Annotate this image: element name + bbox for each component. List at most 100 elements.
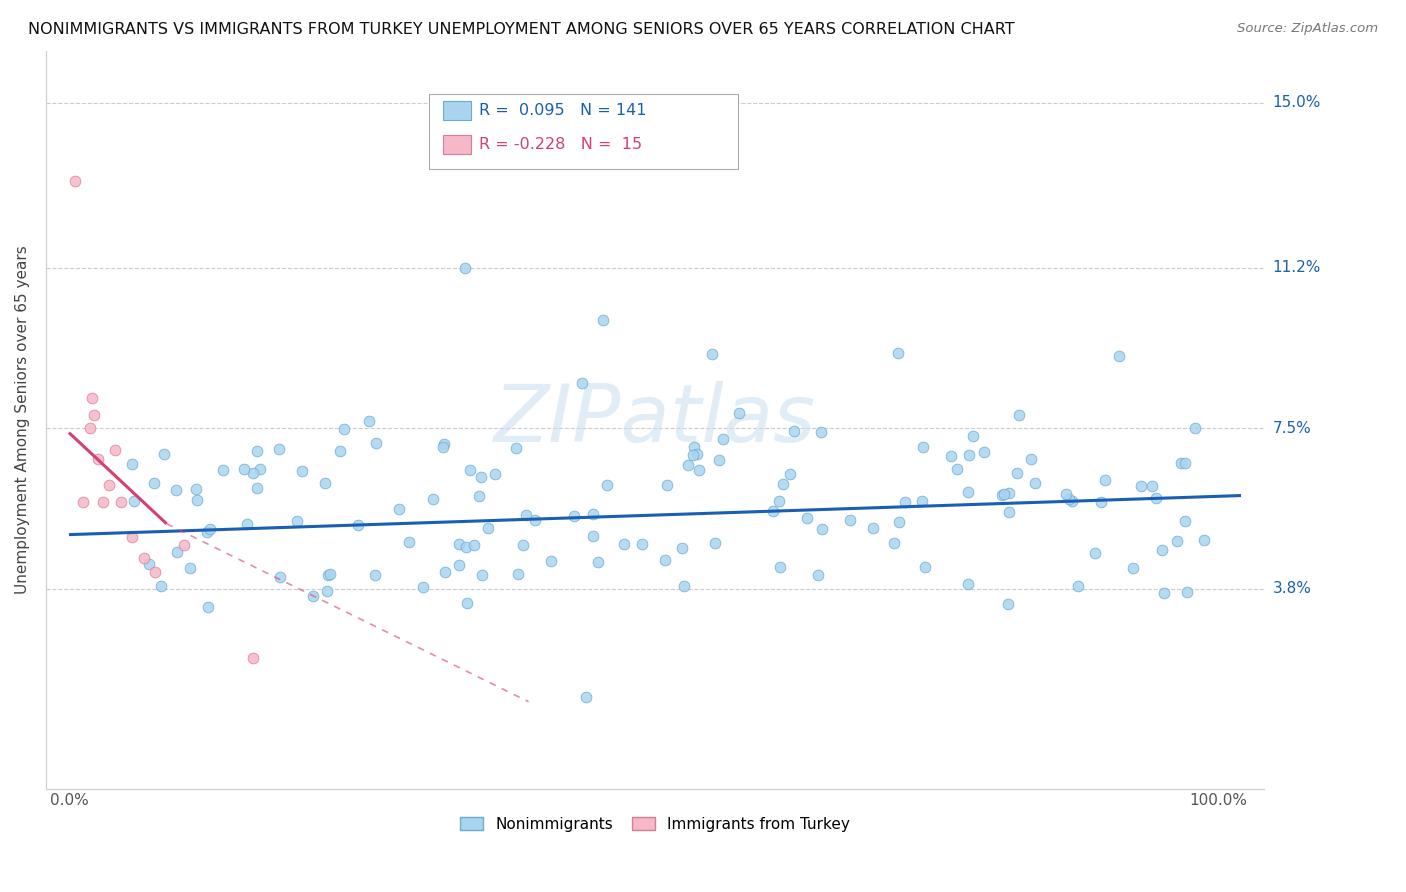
Point bbox=[914, 559, 936, 574]
Point bbox=[173, 539, 195, 553]
Text: 3.8%: 3.8% bbox=[1272, 582, 1312, 597]
Point bbox=[186, 493, 208, 508]
Point bbox=[682, 448, 704, 462]
Point bbox=[1019, 452, 1042, 467]
Point bbox=[454, 540, 477, 554]
Point bbox=[962, 429, 984, 443]
Point bbox=[269, 569, 291, 583]
Point bbox=[957, 448, 980, 462]
Point bbox=[79, 421, 101, 435]
Point bbox=[894, 494, 917, 508]
Point bbox=[329, 443, 352, 458]
Point bbox=[132, 551, 155, 566]
Point bbox=[242, 651, 264, 665]
Point bbox=[387, 502, 409, 516]
Point bbox=[1192, 533, 1215, 548]
Point bbox=[957, 577, 980, 591]
Point bbox=[540, 554, 562, 568]
Point bbox=[704, 536, 727, 550]
Point bbox=[86, 451, 108, 466]
Point bbox=[887, 345, 910, 359]
Point bbox=[655, 478, 678, 492]
Point bbox=[1084, 546, 1107, 560]
Point bbox=[571, 376, 593, 390]
Point bbox=[946, 462, 969, 476]
Point bbox=[1166, 534, 1188, 549]
Point bbox=[997, 486, 1019, 500]
Point bbox=[586, 555, 609, 569]
Point bbox=[582, 508, 605, 522]
Point bbox=[672, 579, 695, 593]
Text: Source: ZipAtlas.com: Source: ZipAtlas.com bbox=[1237, 22, 1378, 36]
Point bbox=[121, 530, 143, 544]
Point bbox=[1054, 487, 1077, 501]
Point bbox=[671, 541, 693, 556]
Point bbox=[184, 482, 207, 496]
Point bbox=[456, 596, 478, 610]
Point bbox=[72, 495, 94, 509]
Point bbox=[235, 517, 257, 532]
Point bbox=[911, 494, 934, 508]
Point bbox=[165, 483, 187, 497]
Point bbox=[811, 522, 834, 536]
Point bbox=[454, 260, 477, 275]
Point bbox=[347, 518, 370, 533]
Point bbox=[1067, 579, 1090, 593]
Point bbox=[810, 425, 832, 439]
Point bbox=[796, 510, 818, 524]
Point bbox=[515, 508, 537, 522]
Point bbox=[883, 535, 905, 549]
Point bbox=[315, 583, 337, 598]
Legend: Nonimmigrants, Immigrants from Turkey: Nonimmigrants, Immigrants from Turkey bbox=[456, 812, 855, 836]
Point bbox=[195, 524, 218, 539]
Text: NONIMMIGRANTS VS IMMIGRANTS FROM TURKEY UNEMPLOYMENT AMONG SENIORS OVER 65 YEARS: NONIMMIGRANTS VS IMMIGRANTS FROM TURKEY … bbox=[28, 22, 1015, 37]
Point bbox=[93, 495, 115, 509]
Point bbox=[524, 513, 547, 527]
Point bbox=[470, 567, 492, 582]
Text: R =  0.095   N = 141: R = 0.095 N = 141 bbox=[479, 103, 647, 118]
Point bbox=[422, 491, 444, 506]
Point bbox=[862, 521, 884, 535]
Point bbox=[838, 513, 860, 527]
Point bbox=[153, 448, 176, 462]
Text: ZIPatlas: ZIPatlas bbox=[494, 381, 815, 458]
Point bbox=[179, 561, 201, 575]
Point bbox=[121, 457, 143, 471]
Point bbox=[447, 558, 470, 573]
Point bbox=[366, 436, 388, 450]
Point bbox=[631, 537, 654, 551]
Point bbox=[122, 494, 145, 508]
Point bbox=[83, 409, 105, 423]
Point bbox=[143, 475, 166, 490]
Point bbox=[434, 565, 457, 579]
Point bbox=[506, 566, 529, 581]
Point bbox=[728, 406, 751, 420]
Point bbox=[1130, 479, 1153, 493]
Point bbox=[769, 560, 792, 574]
Point bbox=[1140, 479, 1163, 493]
Point bbox=[110, 495, 132, 509]
Point bbox=[762, 503, 785, 517]
Point bbox=[993, 487, 1015, 501]
Y-axis label: Unemployment Among Seniors over 65 years: Unemployment Among Seniors over 65 years bbox=[15, 245, 30, 594]
Point bbox=[285, 514, 308, 528]
Point bbox=[143, 565, 166, 579]
Point bbox=[783, 424, 806, 438]
Point bbox=[433, 437, 456, 451]
Point bbox=[291, 464, 314, 478]
Point bbox=[1184, 421, 1206, 435]
Point bbox=[768, 494, 790, 508]
Point bbox=[1174, 456, 1197, 470]
Point bbox=[676, 458, 699, 472]
Point bbox=[683, 440, 706, 454]
Point bbox=[1153, 585, 1175, 599]
Point bbox=[267, 442, 290, 456]
Point bbox=[166, 544, 188, 558]
Point bbox=[997, 597, 1019, 611]
Point bbox=[998, 505, 1021, 519]
Point bbox=[1060, 494, 1083, 508]
Point bbox=[564, 509, 586, 524]
Point bbox=[398, 534, 420, 549]
Point bbox=[686, 447, 709, 461]
Point bbox=[314, 475, 336, 490]
